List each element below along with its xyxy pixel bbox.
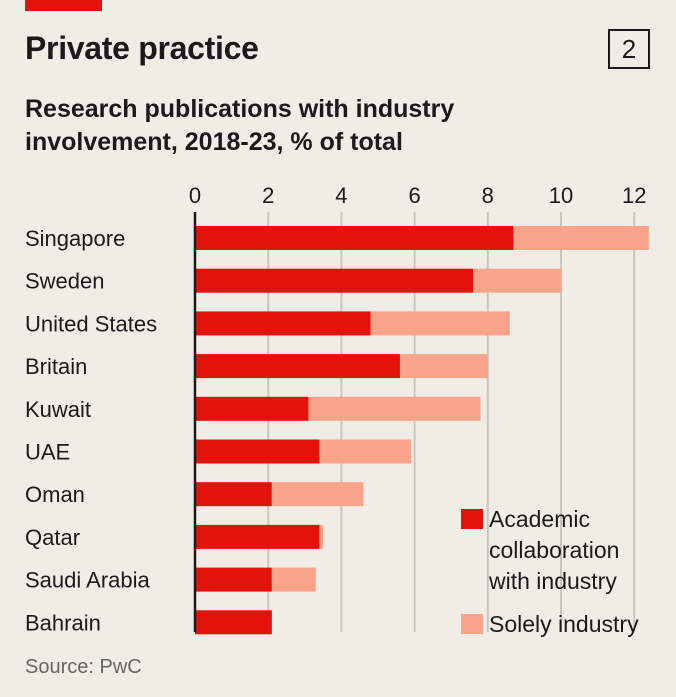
x-tick-label: 4	[335, 183, 347, 208]
x-tick-label: 12	[622, 183, 646, 208]
legend-label-academic: Academic	[489, 506, 590, 532]
x-tick-label: 6	[408, 183, 420, 208]
x-tick-label: 10	[549, 183, 573, 208]
category-label: Britain	[25, 354, 87, 379]
category-label: United States	[25, 311, 157, 336]
category-label: Bahrain	[25, 610, 101, 635]
category-label: Saudi Arabia	[25, 568, 151, 593]
legend-label-academic: with industry	[488, 568, 617, 594]
legend-label-industry: Solely industry	[489, 611, 639, 637]
bar-industry	[319, 439, 411, 464]
category-label: Singapore	[25, 226, 125, 251]
bar-academic	[195, 268, 474, 293]
bar-industry	[513, 226, 649, 250]
bar-industry	[399, 354, 488, 379]
category-label: UAE	[25, 440, 70, 465]
bar-academic	[195, 354, 400, 379]
bar-chart: 0 2 4 6 8 10 12 Singapore Sweden United States Bri…	[25, 183, 649, 637]
bar-industry	[473, 268, 561, 293]
bar-academic	[195, 567, 272, 592]
legend-label-academic: collaboration	[489, 537, 619, 563]
bar-academic	[195, 610, 272, 635]
chart-number-badge: 2	[608, 29, 650, 69]
bar-academic	[195, 482, 272, 507]
category-label: Kuwait	[25, 397, 91, 422]
bar-industry	[319, 524, 324, 549]
bar-academic	[195, 311, 371, 336]
x-tick-label: 2	[262, 183, 274, 208]
legend-swatch-academic	[461, 509, 483, 529]
bar-industry	[370, 311, 510, 336]
bar-industry	[308, 396, 481, 421]
chart-subtitle: Research publications with industry invo…	[25, 95, 455, 156]
bar-academic	[195, 396, 309, 421]
x-tick-label: 0	[189, 183, 201, 208]
category-label: Oman	[25, 482, 85, 507]
bar-industry	[271, 567, 316, 592]
x-tick-label: 8	[482, 183, 494, 208]
legend: Academic collaboration with industry Solely…	[461, 506, 639, 637]
bar-industry	[271, 482, 364, 507]
bar-academic	[195, 439, 320, 464]
chart-title: Private practice	[25, 30, 259, 66]
bar-academic	[195, 226, 514, 250]
accent-bar	[25, 0, 102, 11]
category-label: Qatar	[25, 525, 80, 550]
bar-academic	[195, 524, 320, 549]
source-note: Source: PwC	[25, 656, 142, 678]
legend-swatch-industry	[461, 614, 483, 634]
category-label: Sweden	[25, 269, 105, 294]
